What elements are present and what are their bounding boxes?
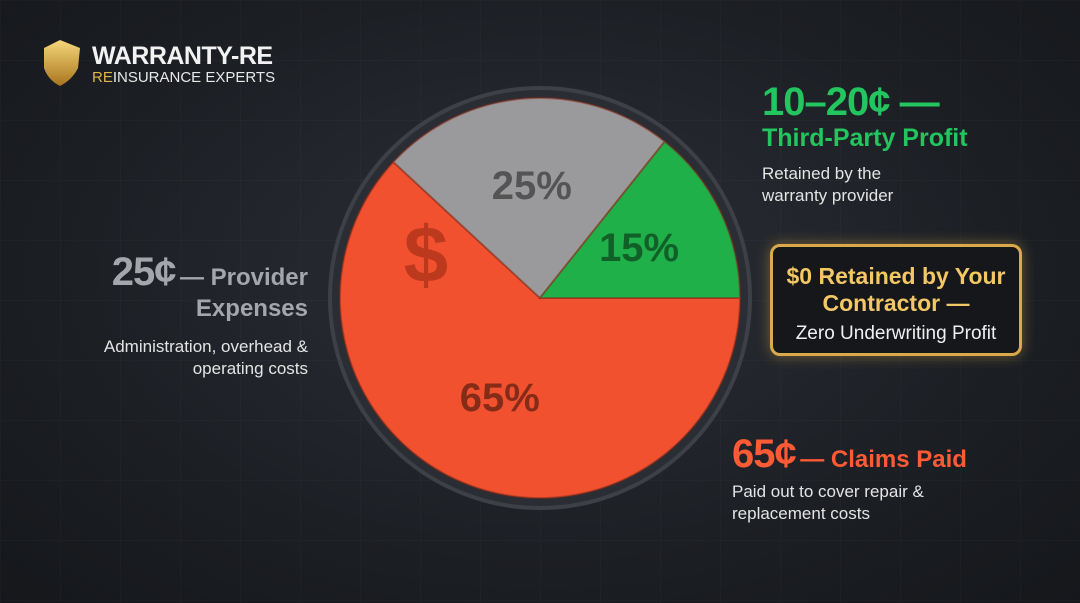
annotation-amount: 25¢	[111, 250, 177, 294]
callout-subtitle: Zero Underwriting Profit	[795, 323, 997, 344]
logo-shield	[44, 40, 80, 86]
annotation-amount: 65¢	[732, 432, 797, 476]
annotation: 65¢ — Claims Paid Paid out to cover repa…	[732, 432, 1032, 525]
logo-name: WARRANTY-RE	[92, 42, 273, 70]
annotation-amount: 10–20¢ —	[762, 80, 940, 124]
annotation: 25¢ — Provider Expenses Administration, …	[60, 252, 308, 380]
logo-tagline-text: INSURANCE EXPERTS	[112, 69, 276, 86]
pie-slice	[391, 97, 667, 300]
annotation-title: — Provider Expenses	[179, 264, 308, 322]
logo-tagline: REINSURANCE EXPERTS	[92, 69, 275, 86]
slice-label: 65%	[460, 376, 540, 420]
slice-label: 15%	[599, 226, 679, 270]
logo-tagline-accent: RE	[92, 69, 113, 86]
callout-title: $0 Retained by Your Contractor —	[786, 263, 1006, 316]
dollar-symbol: $	[404, 210, 449, 299]
annotation-description: Paid out to cover repair & replacement c…	[732, 482, 924, 523]
callout: $0 Retained by Your Contractor — Zero Un…	[770, 244, 1022, 356]
annotation: 10–20¢ — Third-Party Profit Retained by …	[762, 80, 1062, 207]
pie-slice	[537, 140, 742, 299]
annotation-description: Retained by the warranty provider	[762, 164, 894, 205]
slice-label: 25%	[492, 164, 572, 208]
pie-slice	[339, 160, 742, 499]
annotation-title: — Claims Paid	[800, 446, 967, 473]
annotation-title: Third-Party Profit	[762, 124, 968, 152]
annotation-description: Administration, overhead & operating cos…	[103, 337, 308, 378]
